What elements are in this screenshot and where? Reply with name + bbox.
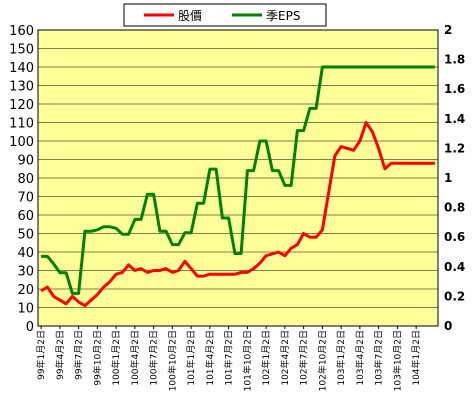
x-tick-label: 103年1月2日 [335,330,347,386]
y-left-tick-label: 120 [9,98,34,113]
y-left-tick-label: 130 [9,80,34,95]
y-right-tick-label: 1 [444,171,452,185]
y-left-tick-label: 160 [9,24,34,39]
y-right-tick-label: 0.8 [444,201,465,215]
x-tick-label: 101年4月2日 [204,330,216,386]
x-tick-label: 100年7月2日 [148,330,160,386]
x-tick-label: 100年4月2日 [129,330,141,386]
y-right-tick-label: 1.2 [444,141,465,155]
x-tick-label: 102年1月2日 [260,330,272,386]
y-left-tick-label: 0 [26,320,34,335]
y-right-tick-label: 1.8 [444,53,465,67]
y-left-tick-label: 140 [9,61,34,76]
y-right-tick-label: 0.2 [444,289,465,303]
y-right-tick-label: 1.6 [444,82,465,96]
y-left-tick-label: 30 [17,265,34,280]
eps-series-line [41,65,435,295]
x-tick-label: 102年4月2日 [279,330,291,386]
series-layer [40,65,435,308]
y-left-tick-label: 40 [17,246,34,261]
legend: 股價 季EPS [123,3,327,27]
x-tick-label: 102年10月2日 [316,330,328,391]
x-tick-label: 101年10月2日 [241,330,253,391]
x-tick-label: 101年1月2日 [185,330,197,386]
x-tick-label: 100年10月2日 [166,330,178,391]
right-axis: 0 0.2 0.4 0.6 0.8 1 1.2 1.4 1.6 1.8 2 [444,23,465,333]
x-tick-label: 99年4月2日 [54,330,66,380]
x-axis: 99年1月2日 99年4月2日 99年7月2日 99年10月2日 100年1月2日 100… [35,326,422,391]
x-tick-label: 100年1月2日 [110,330,122,386]
x-tick-label: 103年7月2日 [373,330,385,386]
y-right-tick-label: 0 [444,319,452,333]
gridlines [38,48,438,308]
y-left-tick-label: 80 [17,172,34,187]
y-left-tick-label: 70 [17,191,34,206]
y-left-tick-label: 110 [9,117,34,132]
y-right-tick-label: 2 [444,23,452,37]
x-tick-label: 99年7月2日 [73,330,85,380]
y-left-tick-label: 20 [17,283,34,298]
x-tick-label: 99年10月2日 [91,330,103,386]
x-tick-label: 104年1月2日 [410,330,422,386]
x-tick-label: 103年4月2日 [354,330,366,386]
y-left-tick-label: 90 [17,154,34,169]
legend-box [123,3,327,27]
y-left-tick-label: 10 [17,302,34,317]
y-left-tick-label: 60 [17,209,34,224]
legend-label-eps: 季EPS [266,9,300,23]
y-right-tick-label: 0.4 [444,260,465,274]
y-right-tick-label: 1.4 [444,112,465,126]
x-tick-label: 103年10月2日 [391,330,403,391]
price-series-line [40,121,435,308]
y-left-tick-label: 100 [9,135,34,150]
left-axis: 0 10 20 30 40 50 60 70 80 90 100 110 120 130 140 150 160 [9,24,34,335]
y-left-tick-label: 150 [9,43,34,58]
y-right-tick-label: 0.6 [444,230,465,244]
x-tick-label: 102年7月2日 [298,330,310,386]
x-tick-label: 99年1月2日 [35,330,47,380]
legend-label-price: 股價 [178,9,202,23]
x-tick-label: 101年7月2日 [223,330,235,386]
y-left-tick-label: 50 [17,228,34,243]
